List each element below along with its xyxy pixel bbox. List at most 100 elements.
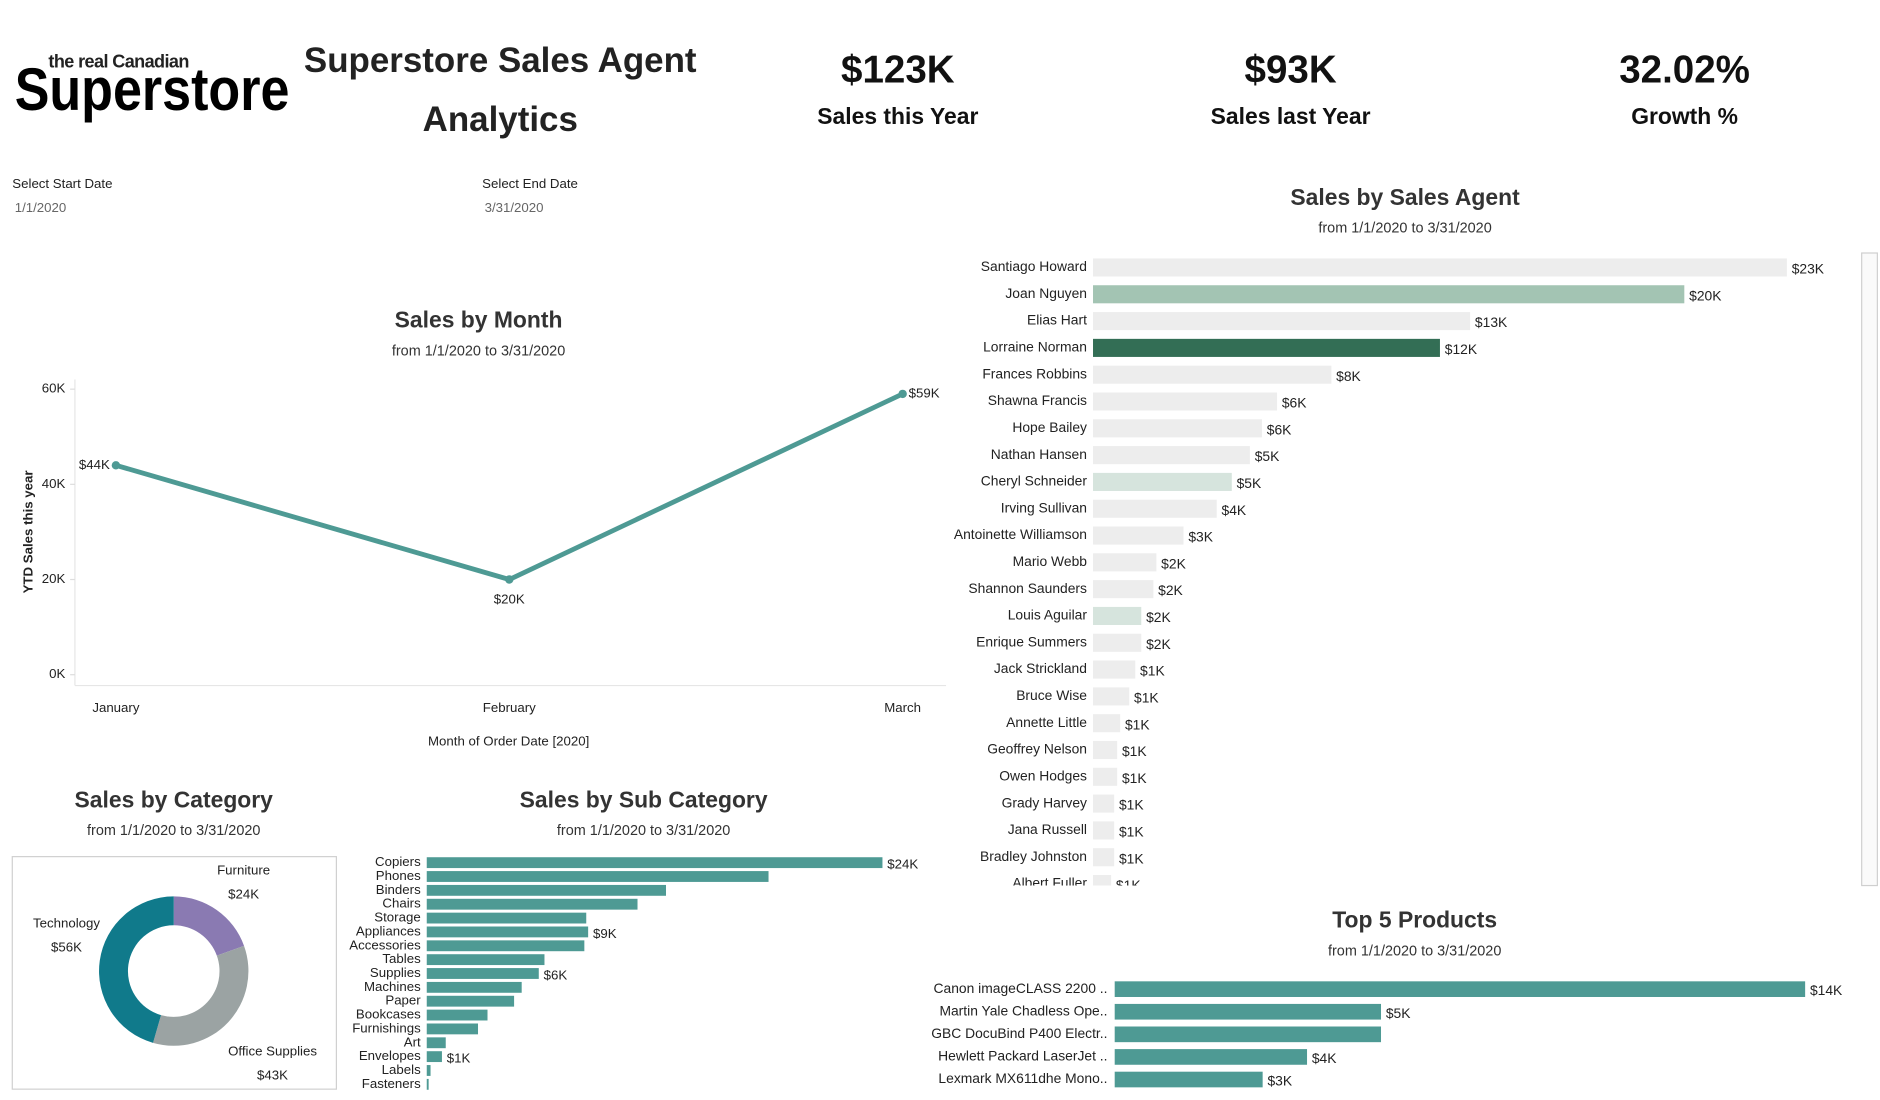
- bar-group: Canon imageCLASS 2200 .. $14K Martin Yale …: [931, 980, 1843, 1089]
- category-label: Shawna Francis: [988, 392, 1087, 408]
- value-label: $2K: [1146, 636, 1171, 652]
- point: [111, 461, 121, 470]
- slice-label: Furniture: [217, 863, 270, 878]
- chart-title: Sales by Sub Category: [520, 786, 768, 812]
- chart-title: Sales by Category: [75, 786, 274, 812]
- value-label: $14K: [1810, 982, 1843, 998]
- sales-line: [115, 391, 904, 583]
- slice-value: $56K: [51, 940, 82, 955]
- bar: [426, 857, 883, 869]
- chart-title: Sales by Month: [395, 307, 563, 333]
- value-label: $1K: [1134, 689, 1159, 705]
- category-label: Frances Robbins: [982, 365, 1087, 381]
- slice: [173, 896, 245, 956]
- category-label: Paper: [385, 993, 421, 1008]
- chart-subtitle: from 1/1/2020 to 3/31/2020: [87, 823, 260, 839]
- value-label: $2K: [1158, 582, 1183, 598]
- value-label: $1K: [1119, 823, 1144, 839]
- y-axis-title: YTD Sales this year: [21, 470, 36, 593]
- chart-subtitle: from 1/1/2020 to 3/31/2020: [1318, 221, 1491, 237]
- category-label: Appliances: [356, 923, 421, 938]
- slice-value: $43K: [257, 1067, 288, 1082]
- bar: [426, 954, 545, 966]
- value-label: $5K: [1255, 448, 1280, 464]
- value-label: $8K: [1336, 368, 1361, 384]
- bar: [426, 1051, 442, 1063]
- value-label: $9K: [593, 926, 617, 941]
- bar: [1093, 848, 1115, 867]
- bar: [1093, 526, 1184, 545]
- filter-value[interactable]: 3/31/2020: [485, 200, 544, 215]
- value-label: $1K: [447, 1051, 471, 1066]
- filter-value[interactable]: 1/1/2020: [15, 200, 67, 215]
- bar: [1114, 981, 1806, 997]
- chart-subtitle: from 1/1/2020 to 3/31/2020: [392, 344, 565, 360]
- point: [898, 389, 907, 399]
- x-tick-label: March: [884, 700, 921, 715]
- value-label: $5K: [1386, 1005, 1411, 1021]
- value-label: $6K: [1267, 421, 1292, 437]
- bar: [1093, 365, 1332, 384]
- bar: [426, 1023, 479, 1035]
- value-label: $1K: [1119, 797, 1144, 813]
- category-label: Machines: [364, 979, 421, 994]
- category-label: Jack Strickland: [994, 660, 1087, 676]
- x-axis-title: Month of Order Date [2020]: [428, 734, 589, 749]
- slice-label: Technology: [33, 916, 100, 931]
- value-label: $4K: [1222, 502, 1247, 518]
- bar: [426, 1078, 429, 1090]
- bar: [1093, 740, 1118, 760]
- slice: [99, 896, 174, 1043]
- scrollbar[interactable]: [1861, 252, 1878, 887]
- bar: [426, 981, 522, 993]
- category-label: Grady Harvey: [1002, 794, 1087, 810]
- bar: [1093, 633, 1142, 652]
- kpi-value: $93K: [1245, 48, 1337, 91]
- value-label: $1K: [1122, 770, 1147, 786]
- bar: [1114, 1049, 1308, 1065]
- bar: [1093, 687, 1130, 706]
- bar: [1093, 714, 1121, 733]
- category-label: Annette Little: [1006, 714, 1087, 730]
- y-tick-label: 60K: [42, 381, 66, 396]
- bar: [1114, 1003, 1382, 1020]
- kpi-value: $123K: [841, 48, 955, 91]
- bar: [426, 884, 666, 896]
- value-label: $59K: [909, 385, 940, 400]
- value-label: $4K: [1312, 1050, 1337, 1066]
- y-tick-label: 20K: [42, 571, 66, 586]
- bar: [426, 968, 539, 979]
- logo-top: the real Canadian: [48, 51, 188, 71]
- category-frame: [11, 856, 337, 1090]
- category-label: Phones: [376, 868, 421, 883]
- value-label: $1K: [1116, 877, 1141, 893]
- x-tick-label: January: [92, 700, 140, 715]
- value-label: $23K: [1792, 261, 1825, 277]
- dashboard-title: Superstore Sales Agent: [304, 41, 697, 80]
- category-label: Louis Aguilar: [1008, 607, 1088, 623]
- category-label: Fasteners: [362, 1076, 421, 1091]
- category-label: Jana Russell: [1008, 821, 1087, 837]
- point: [505, 575, 514, 584]
- bar: [426, 1065, 431, 1076]
- bar: [1093, 794, 1115, 813]
- value-label: $44K: [79, 457, 110, 472]
- chart-title: Top 5 Products: [1332, 907, 1497, 933]
- bar: [1093, 580, 1154, 599]
- category-label: Cheryl Schneider: [981, 473, 1088, 489]
- value-label: $20K: [494, 592, 525, 607]
- category-label: Art: [404, 1034, 421, 1049]
- value-label: $2K: [1161, 555, 1186, 571]
- logo-bottom: Superstore: [15, 55, 290, 123]
- category-label: Hewlett Packard LaserJet ..: [938, 1048, 1107, 1064]
- kpi-label: Sales this Year: [817, 103, 978, 129]
- category-label: Shannon Saunders: [968, 580, 1087, 596]
- bar: [1093, 258, 1787, 277]
- kpi-label: Growth %: [1631, 103, 1738, 129]
- category-label: Copiers: [375, 854, 421, 869]
- value-label: $3K: [1267, 1073, 1292, 1089]
- bar: [426, 926, 589, 938]
- bar: [1114, 1071, 1263, 1088]
- value-label: $1K: [1140, 663, 1165, 679]
- category-label: Irving Sullivan: [1001, 499, 1087, 515]
